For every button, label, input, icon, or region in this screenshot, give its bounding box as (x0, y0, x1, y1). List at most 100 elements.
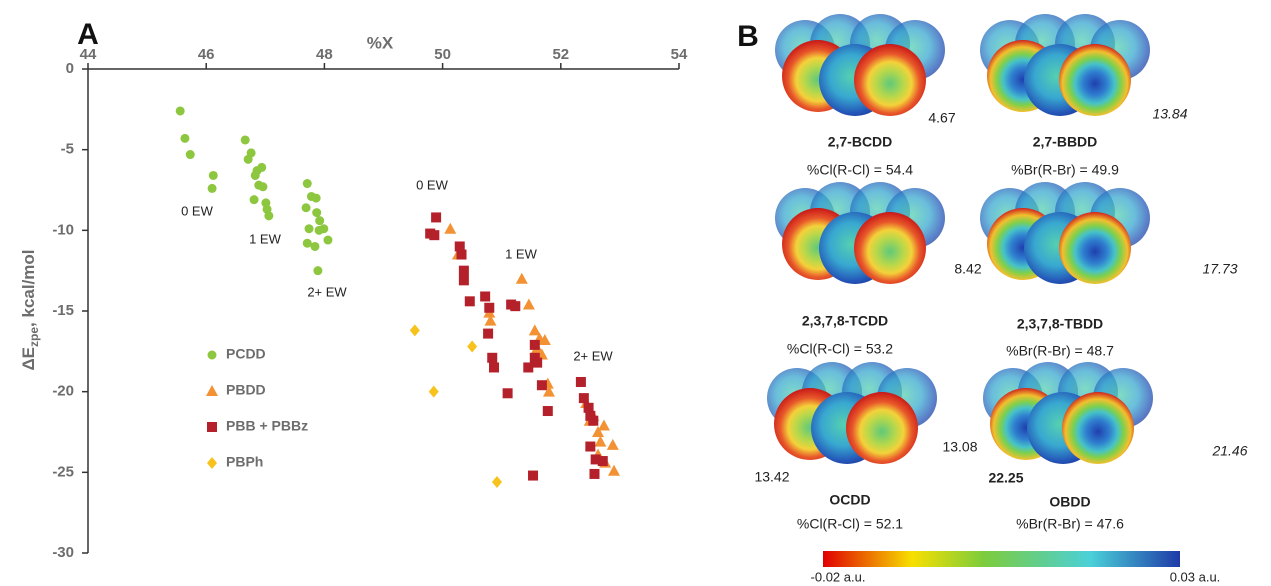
point (264, 211, 273, 220)
point (480, 291, 490, 301)
y-tick-label: -5 (61, 141, 74, 158)
annotation: 2+ EW (307, 284, 347, 299)
molecule (983, 362, 1153, 464)
point (303, 239, 312, 248)
x-tick-label: 50 (434, 46, 451, 63)
point (209, 171, 218, 180)
point (588, 416, 598, 426)
point (315, 226, 324, 235)
sigma-hole-value: 13.42 (754, 469, 789, 485)
atom (846, 392, 918, 464)
y-tick-label: -25 (52, 463, 74, 480)
figure: A %X ΔEzpe, kcal/mol B -0.02 a.u. 0.03 a… (0, 0, 1271, 586)
point (537, 380, 547, 390)
x-tick-label: 44 (80, 46, 97, 63)
sigma-hole-value: 22.25 (988, 470, 1023, 486)
sigma-hole-value: 4.67 (928, 110, 955, 126)
molecule-percent: %Cl(R-Cl) = 53.2 (787, 341, 893, 357)
point (489, 362, 499, 372)
point (431, 212, 441, 222)
point (465, 296, 475, 306)
point (576, 377, 586, 387)
atom (854, 212, 926, 284)
molecule (980, 14, 1150, 116)
legend-label: PBDD (226, 382, 266, 398)
molecule-name: 2,3,7,8-TBDD (1017, 316, 1103, 332)
annotation: 1 EW (249, 231, 282, 246)
annotation: 2+ EW (573, 348, 613, 363)
molecule-percent: %Br(R-Br) = 48.7 (1006, 343, 1114, 359)
panel-label: B (737, 20, 759, 53)
atom (1059, 44, 1131, 116)
molecule-name: OBDD (1049, 494, 1090, 510)
colorbar-max: 0.03 a.u. (1170, 569, 1221, 584)
point (241, 135, 250, 144)
legend-marker (207, 457, 217, 469)
legend-label: PBPh (226, 454, 263, 470)
molecule (980, 182, 1150, 284)
point (303, 179, 312, 188)
molecule-name: OCDD (829, 492, 870, 508)
point (444, 223, 456, 234)
point (186, 150, 195, 159)
point (310, 242, 319, 251)
sigma-hole-value: 13.08 (942, 439, 977, 455)
point (258, 182, 267, 191)
molecule (775, 182, 945, 284)
point (459, 266, 469, 276)
molecule-name: 2,3,7,8-TCDD (802, 313, 888, 329)
point (208, 184, 217, 193)
sigma-hole-value: 17.73 (1202, 261, 1237, 277)
x-tick-label: 52 (552, 46, 569, 63)
point (257, 163, 266, 172)
point (315, 216, 324, 225)
point (579, 393, 589, 403)
molecule (767, 362, 937, 464)
point (429, 386, 439, 398)
point (516, 273, 528, 284)
colorbar-min: -0.02 a.u. (811, 569, 866, 584)
point (323, 236, 332, 245)
point (543, 406, 553, 416)
molecule-name: 2,7-BBDD (1033, 134, 1098, 150)
legend-marker (208, 351, 217, 360)
legend-marker (207, 422, 217, 432)
point (312, 194, 321, 203)
y-tick-label: -20 (52, 383, 74, 400)
molecule-percent: %Cl(R-Cl) = 54.4 (807, 162, 913, 178)
y-title-main: ΔE (19, 347, 38, 371)
point (503, 388, 513, 398)
point (312, 208, 321, 217)
atom (854, 44, 926, 116)
point (176, 106, 185, 115)
y-title-rest: , kcal/mol (19, 249, 38, 326)
legend-label: PCDD (226, 346, 266, 362)
annotation: 0 EW (416, 177, 449, 192)
molecule (775, 14, 945, 116)
atom (1062, 392, 1134, 464)
legend-label: PBB + PBBz (226, 418, 308, 434)
y-title-sub: zpe (27, 327, 41, 347)
point (585, 442, 595, 452)
point (180, 134, 189, 143)
molecule-percent: %Br(R-Br) = 47.6 (1016, 516, 1124, 532)
point (467, 340, 477, 352)
point (429, 230, 439, 240)
colorbar (823, 551, 1180, 567)
legend-marker (206, 385, 218, 396)
point (510, 301, 520, 311)
point (492, 476, 502, 488)
y-tick-label: -15 (52, 302, 74, 319)
point (528, 471, 538, 481)
point (457, 250, 467, 260)
molecule-percent: %Cl(R-Cl) = 52.1 (797, 516, 903, 532)
point (483, 329, 493, 339)
molecule-name: 2,7-BCDD (828, 134, 893, 150)
point (250, 195, 259, 204)
point (607, 439, 619, 450)
x-tick-label: 54 (671, 46, 688, 63)
point (410, 324, 420, 336)
point (313, 266, 322, 275)
point (598, 420, 610, 431)
point (459, 275, 469, 285)
